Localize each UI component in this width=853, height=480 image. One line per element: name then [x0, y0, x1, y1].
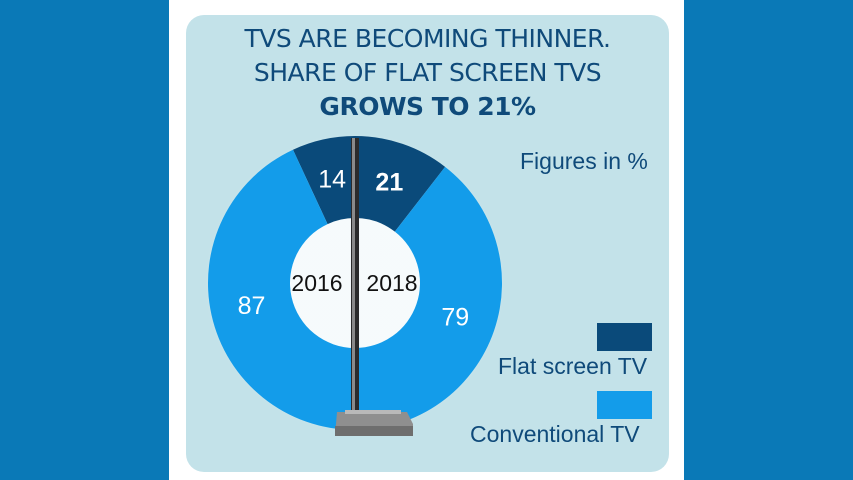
data-label-2018-flat: 21	[375, 169, 403, 197]
tv-stand-icon	[335, 138, 413, 436]
legend-label-conventional: Conventional TV	[470, 421, 640, 447]
title-line-1: TVS ARE BECOMING THINNER.	[244, 24, 611, 53]
data-label-2016-flat: 14	[318, 166, 346, 194]
year-label-2016: 2016	[291, 270, 342, 296]
chart-title: TVS ARE BECOMING THINNER. SHARE OF FLAT …	[186, 22, 669, 124]
data-label-2016-conventional: 87	[238, 292, 266, 320]
legend-swatch-flat	[597, 323, 652, 351]
legend-swatch-conventional	[597, 391, 652, 419]
donut-2016: 14 87	[208, 136, 355, 431]
title-line-3: GROWS TO 21%	[319, 92, 536, 121]
slice-2016-flat	[292, 136, 355, 225]
data-label-2018-conventional: 79	[441, 303, 469, 331]
slice-2018-flat	[355, 136, 446, 232]
units-note: Figures in %	[520, 148, 648, 174]
slice-2018-conventional	[355, 166, 502, 430]
slice-2016-conventional	[208, 149, 355, 431]
donut-2018: 21 79	[355, 136, 502, 430]
year-label-2018: 2018	[366, 270, 417, 296]
legend-label-flat: Flat screen TV	[498, 353, 648, 379]
title-line-2: SHARE OF FLAT SCREEN TVS	[253, 58, 602, 87]
